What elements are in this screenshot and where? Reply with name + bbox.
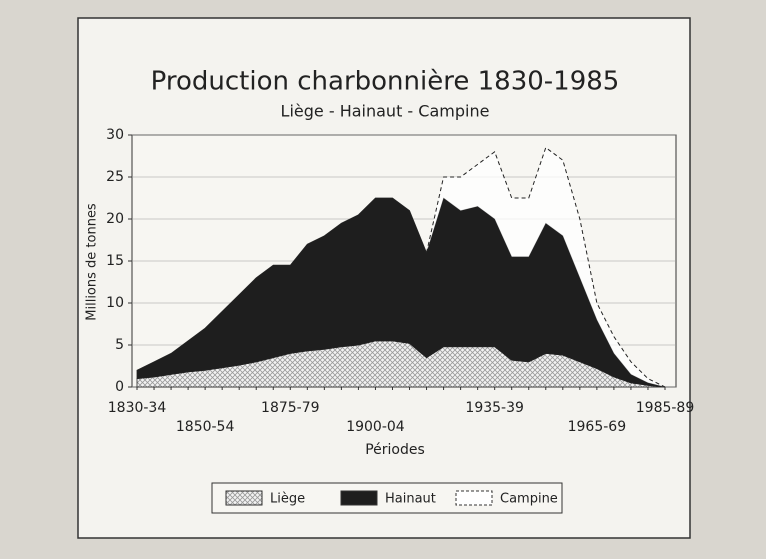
legend-box — [211, 482, 563, 514]
x-tick-label: 1850-54 — [176, 419, 235, 435]
y-tick-label: 30 — [106, 127, 124, 143]
chart-subtitle: Liège - Hainaut - Campine — [281, 102, 490, 121]
y-axis-label: Millions de tonnes — [85, 203, 100, 321]
area — [136, 197, 666, 388]
y-tick-label: 25 — [106, 169, 124, 185]
y-tick-label: 5 — [115, 337, 124, 353]
x-axis-label: Périodes — [365, 442, 425, 458]
x-tick-label: 1965-69 — [568, 419, 627, 435]
y-tick-label: 0 — [115, 379, 124, 395]
legend-swatch — [340, 490, 378, 506]
legend-label: Hainaut — [385, 492, 436, 507]
x-tick-label: 1875-79 — [261, 400, 320, 416]
area-edge — [426, 146, 666, 388]
legend-swatch — [225, 490, 263, 506]
y-tick-label: 20 — [106, 211, 124, 227]
legend-swatch — [455, 490, 493, 506]
legend-label: Campine — [500, 492, 558, 507]
y-tick-label: 15 — [106, 253, 124, 269]
x-tick-label: 1830-34 — [108, 400, 167, 416]
x-tick-label: 1900-04 — [346, 419, 405, 435]
y-tick-label: 10 — [106, 295, 124, 311]
area — [426, 147, 665, 387]
chart-title: Production charbonnière 1830-1985 — [151, 67, 620, 97]
x-tick-label: 1935-39 — [465, 400, 524, 416]
x-tick-label: 1985-89 — [636, 400, 695, 416]
legend-label: Liège — [270, 492, 305, 507]
